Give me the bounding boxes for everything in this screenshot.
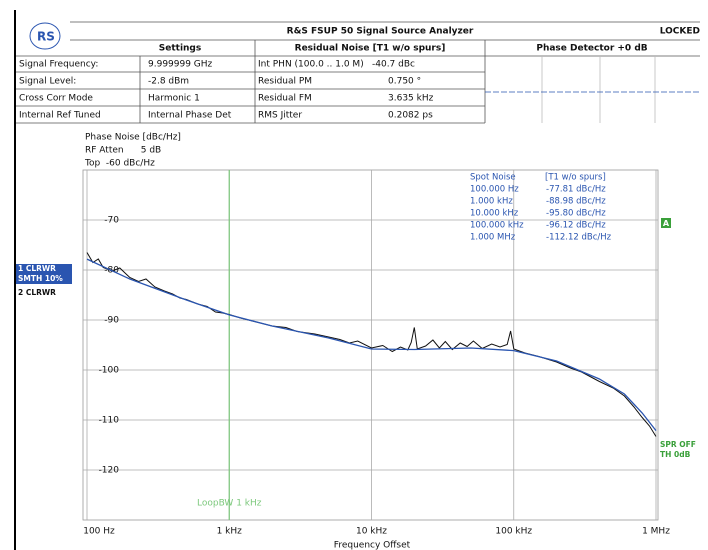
x-tick-label: 10 kHz — [356, 527, 387, 537]
spot-value: -77.81 dBc/Hz — [546, 185, 606, 195]
y-tick-label: -90 — [104, 316, 119, 326]
spot-freq: 100.000 Hz — [470, 185, 519, 195]
setting-value: 9.999999 GHz — [148, 60, 213, 70]
y-tick-label: -120 — [99, 466, 120, 476]
annotation: Top -60 dBc/Hz — [84, 159, 155, 169]
annotation: RF Atten 5 dB — [85, 146, 161, 156]
residual-label: Residual PM — [258, 77, 312, 87]
spot-freq: 10.000 kHz — [470, 209, 519, 219]
trace-label: 1 CLRWR — [18, 264, 56, 273]
trace — [86, 258, 657, 432]
setting-value: -2.8 dBm — [148, 77, 189, 87]
residual-value: 0.2082 ps — [388, 111, 433, 121]
spot-freq: 1.000 MHz — [470, 233, 516, 243]
setting-value: Harmonic 1 — [148, 94, 200, 104]
residual-label: Int PHN (100.0 .. 1.0 M) — [258, 60, 364, 70]
title: R&S FSUP 50 Signal Source Analyzer — [287, 27, 474, 37]
residual-label: RMS Jitter — [258, 111, 302, 121]
spot-value: -96.12 dBc/Hz — [546, 221, 606, 231]
plot-area — [82, 169, 659, 521]
y-tick-label: -110 — [99, 416, 120, 426]
spot-subtitle: [T1 w/o spurs] — [545, 173, 606, 183]
setting-label: Cross Corr Mode — [19, 94, 93, 104]
spot-title: Spot Noise — [470, 173, 516, 183]
spot-value: -88.98 dBc/Hz — [546, 197, 606, 207]
setting-label: Signal Level: — [19, 77, 76, 87]
logo-text: RS — [37, 30, 55, 44]
trace-1-badge — [16, 264, 72, 284]
marker-box — [661, 218, 671, 228]
logo — [29, 22, 61, 50]
x-axis-label: Frequency Offset — [334, 541, 411, 550]
trace-label: 2 CLRWR — [18, 288, 56, 297]
residual-label: Residual FM — [258, 94, 312, 104]
marker-label: A — [663, 219, 670, 228]
residual-value: 0.750 ° — [388, 77, 421, 87]
side-label: SPR OFF — [660, 440, 696, 449]
spot-value: -112.12 dBc/Hz — [546, 233, 612, 243]
spot-freq: 1.000 kHz — [470, 197, 513, 207]
x-tick-label: 1 kHz — [217, 527, 243, 537]
left-edge — [14, 10, 16, 550]
y-tick-label: -100 — [99, 366, 120, 376]
spot-freq: 100.000 kHz — [470, 221, 524, 231]
setting-value: Internal Phase Det — [148, 111, 232, 121]
residual-value: -40.7 dBc — [372, 60, 415, 70]
section-title: Phase Detector +0 dB — [536, 44, 647, 54]
loop-bw-label: LoopBW 1 kHz — [197, 499, 262, 509]
section-title: Settings — [159, 44, 201, 54]
trace-label: SMTH 10% — [18, 274, 63, 283]
setting-label: Internal Ref Tuned — [19, 111, 101, 121]
annotation: Phase Noise [dBc/Hz] — [85, 133, 181, 143]
x-tick-label: 1 MHz — [642, 527, 670, 537]
side-label: TH 0dB — [660, 450, 691, 459]
spot-value: -95.80 dBc/Hz — [546, 209, 606, 219]
header-table: RS R&S FSUP 50 Signal Source Analyzer LO… — [16, 21, 700, 124]
x-tick-label: 100 kHz — [495, 527, 532, 537]
x-tick-label: 100 Hz — [83, 527, 115, 537]
status: LOCKED — [660, 27, 700, 37]
residual-value: 3.635 kHz — [388, 94, 434, 104]
setting-label: Signal Frequency: — [19, 60, 98, 70]
y-tick-label: -70 — [104, 216, 119, 226]
section-title: Residual Noise [T1 w/o spurs] — [295, 44, 446, 54]
